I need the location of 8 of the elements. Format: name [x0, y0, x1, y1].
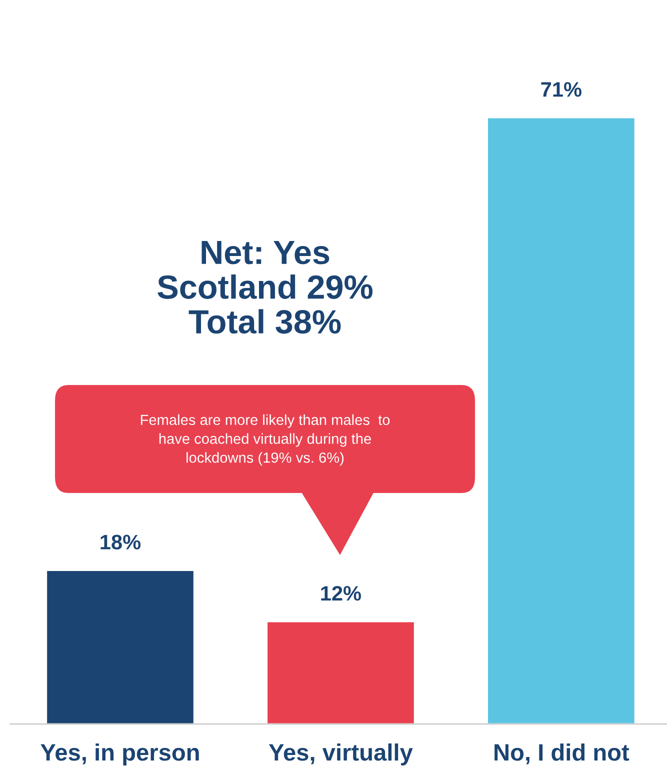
annotation: Net: Yes Scotland 29% Total 38% — [158, 240, 372, 334]
x-tick-label: Yes, in person — [40, 743, 199, 766]
data-label: 71% — [541, 82, 582, 97]
x-tick-label: Yes, virtually — [268, 743, 413, 766]
annotation: Females are more likely than males to have coached virtually during the lockdowns (19% vs. 6%) — [140, 414, 390, 466]
data-label: 18% — [100, 534, 141, 550]
x-tick-label: No, I did not — [494, 743, 630, 764]
data-label: 12% — [321, 586, 362, 601]
